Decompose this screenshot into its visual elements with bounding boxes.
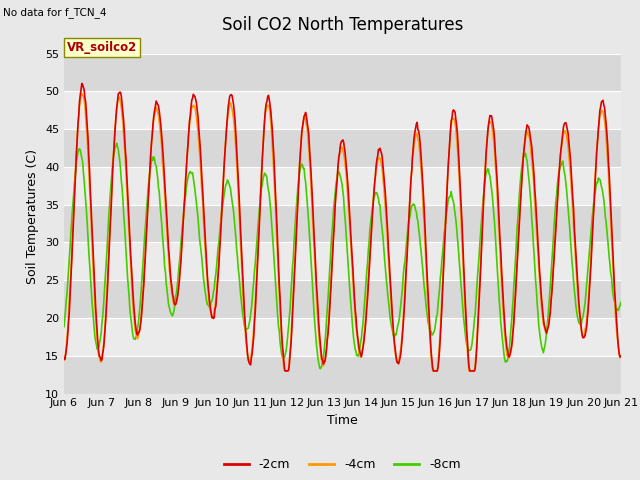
Bar (64, 53, 621, 91)
Text: No data for f_TCN_4: No data for f_TCN_4 (3, 7, 107, 18)
Title: Soil CO2 North Temperatures: Soil CO2 North Temperatures (221, 16, 463, 34)
X-axis label: Time: Time (327, 414, 358, 427)
Bar (64, 242, 621, 280)
Bar (64, 167, 621, 204)
Text: VR_soilco2: VR_soilco2 (67, 41, 137, 54)
Bar (64, 356, 621, 394)
Y-axis label: Soil Temperatures (C): Soil Temperatures (C) (26, 148, 40, 284)
Bar (64, 318, 621, 356)
Bar (64, 91, 621, 129)
Bar (64, 129, 621, 167)
Bar (64, 280, 621, 318)
Legend: -2cm, -4cm, -8cm: -2cm, -4cm, -8cm (219, 453, 466, 476)
Bar (64, 204, 621, 242)
